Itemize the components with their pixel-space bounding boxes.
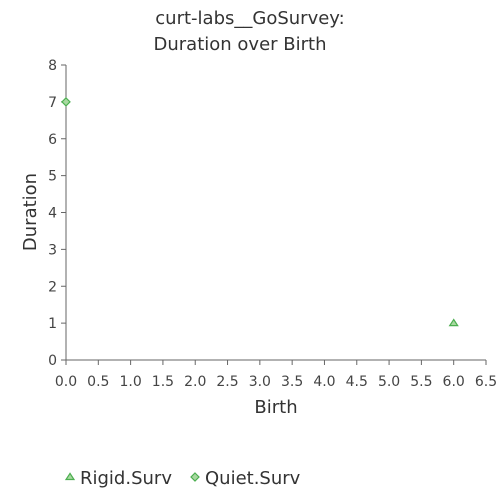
x-axis-label: Birth — [254, 397, 297, 418]
y-tick-label: 3 — [48, 242, 57, 258]
x-tick-label: 2.0 — [184, 374, 206, 390]
y-axis-label: Duration — [20, 173, 41, 251]
legend-label: Quiet.Surv — [205, 468, 301, 489]
legend-marker-quiet-surv — [190, 472, 200, 482]
x-tick-label: 6.0 — [443, 374, 465, 390]
x-tick-label: 5.0 — [378, 374, 400, 390]
x-tick-label: 6.5 — [475, 374, 497, 390]
x-tick-label: 3.5 — [281, 374, 303, 390]
y-tick-label: 4 — [48, 206, 57, 222]
x-tick-label: 1.5 — [152, 374, 174, 390]
legend: Rigid.Surv Quiet.Surv — [64, 468, 301, 489]
x-tick-label: 5.5 — [410, 374, 432, 390]
axes: 0 1 2 3 4 5 6 7 8 0.0 0.5 1.0 1.5 2.0 2.5 3.0 3.5 4.0 4.5 5… — [48, 58, 497, 390]
y-tick-label: 1 — [48, 316, 57, 332]
x-tick-label: 2.5 — [216, 374, 238, 390]
x-tick-label: 1.0 — [119, 374, 141, 390]
data-points — [61, 97, 459, 327]
y-tick-label: 7 — [48, 95, 57, 111]
y-tick-label: 5 — [48, 169, 57, 185]
y-tick-label: 8 — [48, 58, 57, 74]
data-point-quiet-surv — [61, 97, 71, 107]
y-tick-label: 6 — [48, 132, 57, 148]
legend-marker-rigid-surv — [64, 472, 76, 481]
y-tick-label: 0 — [48, 353, 57, 369]
chart-title-line-1: curt-labs__GoSurvey: — [155, 8, 344, 29]
x-tick-label: 0.5 — [87, 374, 109, 390]
x-tick-label: 0.0 — [55, 374, 77, 390]
legend-label: Rigid.Surv — [80, 468, 172, 489]
data-point-rigid-surv — [448, 318, 459, 327]
x-tick-label: 4.5 — [346, 374, 368, 390]
chart-title-line-2: Duration over Birth — [154, 34, 327, 55]
x-tick-label: 3.0 — [249, 374, 271, 390]
x-tick-label: 4.0 — [313, 374, 335, 390]
y-tick-label: 2 — [48, 279, 57, 295]
